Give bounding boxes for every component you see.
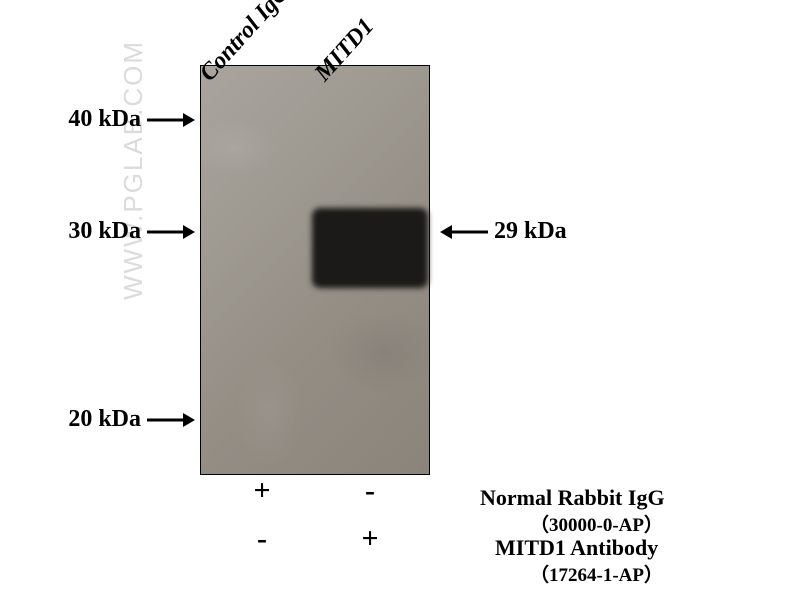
arrow-right-icon	[147, 223, 195, 241]
legend-title-0: Normal Rabbit IgG	[480, 485, 665, 511]
arrow-left-icon	[440, 223, 488, 241]
condition-cell-r0-c1: -	[350, 474, 390, 508]
mw-marker-text: 30 kDa	[68, 218, 141, 244]
watermark-text: WWW.PGLAB.COM	[118, 40, 149, 300]
mw-marker-0: 40 kDa	[68, 106, 195, 133]
condition-cell-r1-c0: -	[242, 522, 282, 556]
arrow-right-icon	[147, 111, 195, 129]
legend-sub-0: （30000-0-AP）	[530, 510, 663, 537]
legend-sub-1: （17264-1-AP）	[530, 560, 663, 587]
mw-marker-text: 20 kDa	[68, 406, 141, 432]
mw-marker-text: 40 kDa	[68, 106, 141, 132]
band-size-text: 29 kDa	[494, 218, 567, 244]
condition-cell-r0-c0: +	[242, 474, 282, 508]
legend-title-1: MITD1 Antibody	[495, 535, 658, 561]
condition-cell-r1-c1: +	[350, 522, 390, 556]
arrow-right-icon	[147, 411, 195, 429]
mw-marker-1: 30 kDa	[68, 218, 195, 245]
protein-band	[312, 208, 428, 288]
figure-container: WWW.PGLAB.COM Control IgGMITD1 40 kDa 30…	[0, 0, 800, 600]
mw-marker-2: 20 kDa	[68, 406, 195, 433]
band-size-label: 29 kDa	[440, 218, 567, 245]
